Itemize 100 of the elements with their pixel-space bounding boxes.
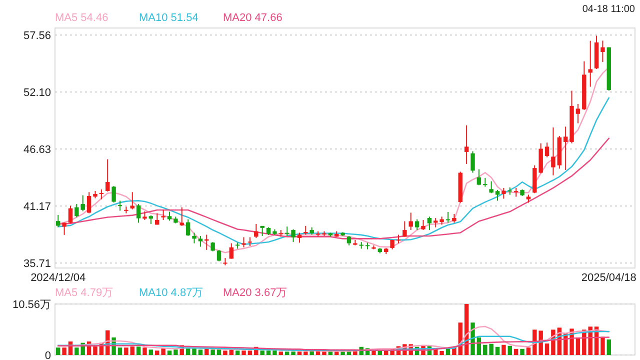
bar: [118, 348, 122, 355]
bar: [544, 344, 550, 355]
candlestick: [86, 192, 92, 214]
candlestick: [68, 205, 73, 224]
bar: [322, 352, 326, 355]
y-tick-label: 57.56: [23, 30, 51, 42]
bar: [56, 348, 60, 355]
candlestick: [192, 232, 196, 244]
bar: [192, 348, 196, 355]
candlestick: [248, 236, 252, 246]
bar: [198, 350, 203, 355]
bar: [304, 352, 308, 355]
bar: [174, 350, 178, 355]
bar: [440, 350, 444, 355]
candlestick: [136, 204, 141, 224]
candlestick: [291, 228, 296, 243]
candlestick: [551, 126, 556, 176]
text: MA10 4.87万: [139, 287, 204, 299]
candlestick: [216, 249, 222, 262]
candlestick: [470, 150, 475, 174]
candlestick: [421, 220, 426, 231]
candlestick: [229, 242, 234, 260]
candlestick: [576, 103, 580, 124]
bar: [93, 346, 98, 355]
candlestick: [544, 142, 550, 158]
bar: [538, 330, 543, 355]
text: MA20 47.66: [223, 12, 282, 24]
candlestick: [588, 40, 592, 88]
bar: [508, 346, 512, 355]
bar: [242, 350, 246, 355]
bar: [266, 350, 271, 355]
bar: [260, 350, 264, 355]
bar: [526, 348, 531, 355]
bar: [291, 352, 296, 355]
candlestick: [502, 187, 506, 200]
text: 04-18 11:00: [582, 4, 636, 15]
bar: [186, 348, 190, 355]
candlestick: [118, 200, 122, 212]
bar: [489, 344, 494, 355]
text: MA20 3.67万: [223, 287, 288, 299]
candlestick: [223, 257, 228, 266]
candlestick: [112, 185, 116, 204]
candlestick: [161, 209, 166, 220]
bar: [124, 348, 128, 355]
candlestick: [538, 142, 543, 174]
candlestick: [62, 222, 66, 236]
bar: [216, 350, 222, 355]
bar: [223, 350, 228, 355]
candlestick: [99, 188, 104, 200]
candlestick: [106, 158, 110, 192]
candlestick: [124, 206, 128, 214]
bar: [297, 352, 302, 355]
bar: [130, 346, 134, 355]
candlestick: [446, 211, 450, 224]
bar: [600, 336, 605, 355]
candlestick: [414, 218, 420, 231]
y-tick-label: 52.10: [23, 86, 51, 99]
bar: [495, 346, 500, 355]
text: MA5 4.79万: [55, 287, 114, 299]
candlestick: [563, 126, 568, 171]
y-tick-label: 35.71: [23, 258, 51, 270]
line-series: [57, 97, 610, 245]
candlestick: [396, 234, 401, 244]
bar: [606, 339, 612, 355]
bar: [62, 348, 66, 355]
bar: [235, 350, 240, 355]
candlestick: [284, 226, 290, 236]
line-series: [57, 336, 610, 351]
y-tick-label: 46.63: [23, 144, 51, 156]
bar: [520, 348, 524, 355]
line-series: [57, 330, 610, 352]
text: MA10 51.54: [139, 12, 198, 24]
y-tick-label: 41.17: [23, 200, 51, 213]
bar: [136, 346, 141, 355]
x-tick-label: 2025/04/18: [581, 272, 636, 284]
bar: [248, 350, 252, 355]
candlestick: [489, 180, 494, 194]
bar: [142, 348, 147, 355]
bar: [502, 344, 506, 355]
x-tick-label: 2024/12/04: [30, 272, 86, 284]
bar: [148, 350, 154, 355]
candlestick: [56, 214, 60, 228]
bar: [483, 344, 488, 355]
bar: [514, 348, 518, 355]
y-tick-label: 0: [44, 350, 51, 360]
candlestick: [198, 235, 203, 248]
bar: [167, 350, 172, 355]
candlestick: [495, 189, 500, 202]
candlestick: [346, 235, 352, 246]
bar: [155, 350, 160, 355]
candlestick: [210, 242, 215, 252]
candlestick: [186, 218, 190, 236]
bar: [284, 352, 290, 355]
candlestick: [427, 216, 432, 231]
candlestick: [434, 218, 438, 228]
text: MA5 54.46: [55, 12, 108, 24]
bar: [278, 352, 283, 355]
candlestick: [180, 206, 184, 226]
bar: [272, 350, 277, 355]
candlestick: [464, 124, 469, 164]
